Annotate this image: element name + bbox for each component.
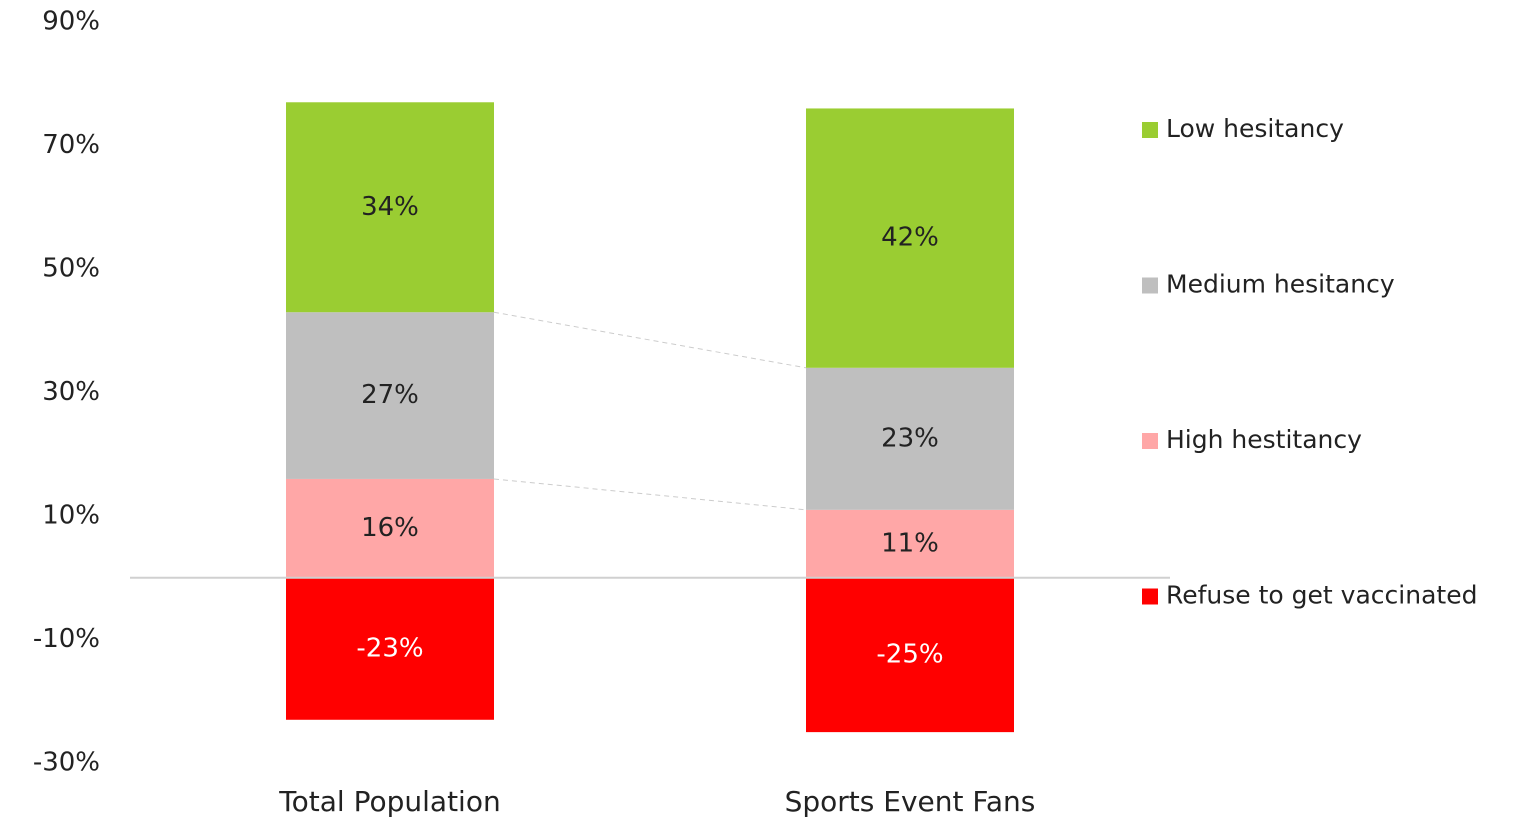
- data-label: 27%: [361, 380, 419, 410]
- bar-segment: [806, 367, 1014, 510]
- bar-segment: [806, 509, 1014, 578]
- data-label: 23%: [881, 423, 939, 453]
- bar-segment: [806, 577, 1014, 733]
- connector: [493, 311, 807, 369]
- data-label: 34%: [361, 192, 419, 222]
- legend-label: Medium hesitancy: [1166, 270, 1395, 299]
- data-label: 16%: [361, 513, 419, 543]
- y-tick-label: -30%: [33, 748, 100, 778]
- data-label: -23%: [356, 633, 423, 663]
- y-tick-label: 70%: [42, 130, 100, 160]
- bar-segment: [806, 108, 1014, 368]
- legend-swatch: [1142, 122, 1158, 138]
- legend-label: Low hesitancy: [1166, 114, 1344, 143]
- y-tick-label: 10%: [42, 501, 100, 531]
- bar-segment: [286, 102, 494, 313]
- bar-segment: [286, 312, 494, 479]
- data-label: 11%: [881, 528, 939, 558]
- bar-segment: [286, 577, 494, 720]
- legend-label: High hestitancy: [1166, 425, 1362, 454]
- y-tick-label: 90%: [42, 7, 100, 37]
- legend-label: Refuse to get vaccinated: [1166, 581, 1477, 610]
- y-tick-label: 30%: [42, 377, 100, 407]
- data-label: -25%: [876, 639, 943, 669]
- legend-swatch: [1142, 277, 1158, 294]
- y-tick-label: -10%: [33, 624, 100, 654]
- legend-swatch: [1142, 588, 1158, 605]
- x-tick-label: Total Population: [278, 785, 500, 818]
- x-tick-label: Sports Event Fans: [785, 785, 1036, 818]
- data-label: 42%: [881, 223, 939, 253]
- connector: [493, 478, 807, 511]
- y-tick-label: 50%: [42, 254, 100, 284]
- bar-segment: [286, 478, 494, 578]
- legend-swatch: [1142, 433, 1158, 449]
